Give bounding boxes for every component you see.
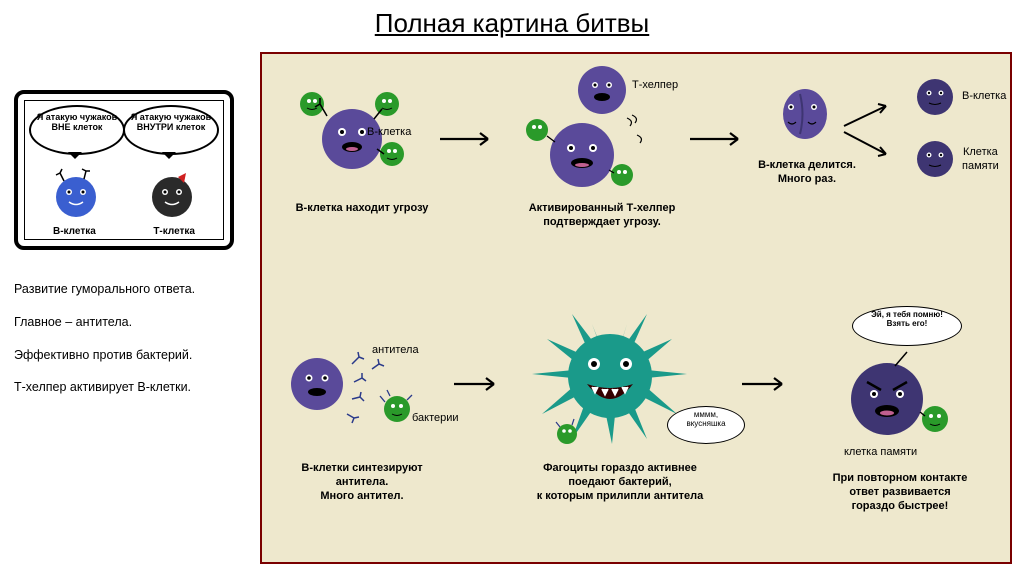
memory-label-bottom: клетка памяти	[844, 446, 917, 460]
inset-comparison-box: Я атакую чужаков ВНЕ клеток Я атакую чуж…	[14, 90, 234, 250]
memory-recontact-icon	[817, 344, 967, 454]
bcell-label: В-клетка	[53, 226, 96, 237]
memory-cell-label: Клетка памяти	[962, 146, 999, 174]
step2-caption: Активированный Т-хелпер подтверждает угр…	[522, 202, 682, 230]
antibodies-label: антитела	[372, 344, 419, 358]
bottom-step1-caption: В-клетки синтезируют антитела. Много ант…	[287, 462, 437, 503]
step1-caption: В-клетка находит угрозу	[292, 202, 432, 216]
diagram-main: В-клетка В-клетка находит угрозу Т-хелпе…	[260, 52, 1012, 564]
note-4: Т-хелпер активирует В-клетки.	[14, 378, 244, 397]
arrow-1	[440, 129, 500, 149]
bacteria-label: бактерии	[412, 412, 459, 426]
bcell-result-icon	[910, 72, 960, 122]
bcell-label-step1: В-клетка	[367, 126, 411, 140]
bottom-step2-caption: Фагоциты гораздо активнее поедают бактер…	[520, 462, 720, 503]
left-column: Я атакую чужаков ВНЕ клеток Я атакую чуж…	[14, 90, 244, 411]
side-notes: Развитие гуморального ответа. Главное – …	[14, 280, 244, 397]
bcell-result-label: В-клетка	[962, 90, 1006, 104]
arrow-2	[690, 129, 750, 149]
page-title: Полная картина битвы	[0, 0, 1024, 39]
arrow-b1	[454, 374, 504, 394]
bcell-speech-bubble: Я атакую чужаков ВНЕ клеток	[29, 105, 125, 155]
note-2: Главное – антитела.	[14, 313, 244, 332]
thelper-label: Т-хелпер	[632, 79, 678, 93]
phagocyte-speech: мммм, вкусняшка	[667, 406, 745, 444]
memory-speech: Эй, я тебя помню! Взять его!	[852, 306, 962, 346]
memory-cell-icon	[910, 134, 960, 184]
note-3: Эффективно против бактерий.	[14, 346, 244, 365]
note-1: Развитие гуморального ответа.	[14, 280, 244, 299]
tcell-icon	[145, 167, 199, 221]
arrow-b2	[742, 374, 792, 394]
tcell-speech-bubble: Я атакую чужаков ВНУТРИ клеток	[123, 105, 219, 155]
bcell-icon	[49, 167, 103, 221]
split-arrows	[842, 96, 902, 166]
bottom-step3-caption: При повторном контакте ответ развивается…	[810, 472, 990, 513]
tcell-label: Т-клетка	[153, 226, 195, 237]
